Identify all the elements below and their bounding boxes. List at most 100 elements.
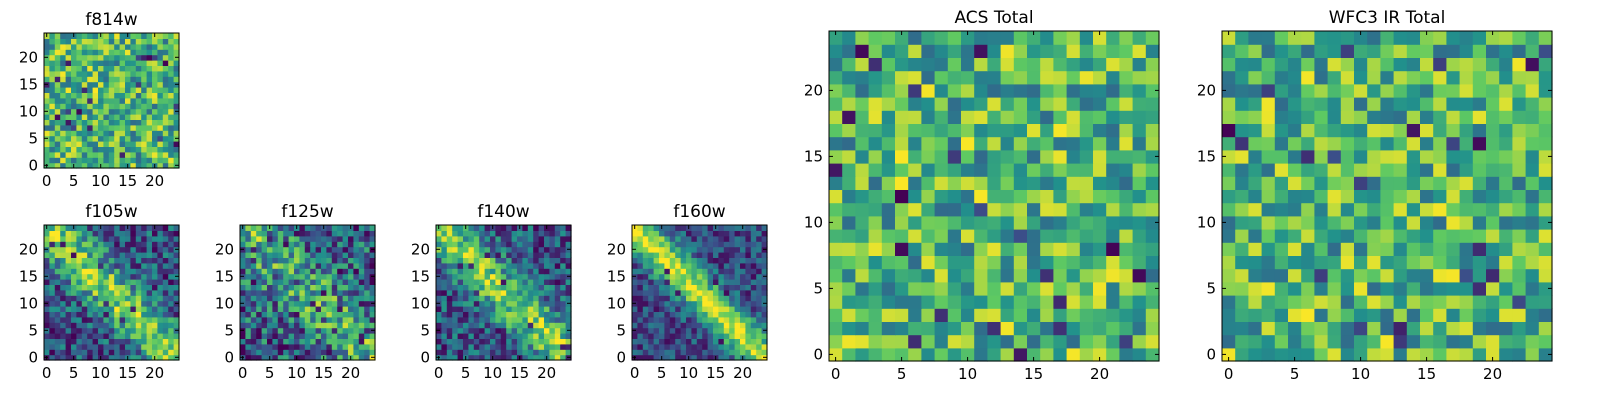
heatmap-cell	[908, 334, 922, 349]
heatmap-cell	[921, 189, 936, 204]
heatmap-cell	[71, 49, 77, 56]
heatmap-cell	[1406, 31, 1421, 45]
heatmap-cell	[1420, 83, 1434, 98]
heatmap-cell	[506, 252, 513, 258]
heatmap-cell	[1446, 268, 1461, 283]
heatmap-cell	[533, 262, 540, 269]
heatmap-cell	[65, 343, 72, 350]
heatmap-cell	[245, 268, 252, 275]
heatmap-cell	[538, 257, 545, 264]
heatmap-cell	[54, 135, 61, 142]
heatmap-cell	[369, 295, 376, 302]
heatmap-cell	[653, 327, 660, 334]
heatmap-cell	[1538, 321, 1553, 336]
heatmap-cell	[326, 349, 333, 356]
heatmap-cell	[554, 295, 561, 302]
heatmap-cell	[304, 354, 311, 361]
heatmap-cell	[81, 268, 88, 275]
heatmap-cell	[240, 338, 246, 345]
heatmap-cell	[1013, 308, 1028, 322]
heatmap-cell	[283, 257, 290, 264]
x-tick-label: 20	[733, 364, 752, 382]
heatmap-cell	[71, 108, 77, 115]
heatmap-cell	[881, 83, 896, 98]
heatmap-cell	[92, 241, 99, 248]
heatmap-cell	[756, 230, 763, 237]
heatmap-cell	[517, 273, 523, 280]
heatmap-cell	[71, 65, 77, 72]
heatmap-cell	[1538, 347, 1553, 362]
heatmap-cell	[81, 343, 88, 350]
heatmap-cell	[135, 327, 142, 334]
heatmap-cell	[157, 322, 164, 329]
heatmap-cell	[146, 43, 153, 50]
heatmap-cell	[895, 229, 909, 243]
heatmap-cell	[130, 262, 137, 269]
heatmap-cell	[103, 114, 110, 120]
heatmap-cell	[653, 300, 660, 307]
heatmap-cell	[1274, 70, 1289, 85]
heatmap-cell	[484, 225, 491, 231]
heatmap-cell	[146, 262, 153, 269]
heatmap-cell	[881, 215, 896, 230]
heatmap-cell	[315, 246, 322, 253]
heatmap-cell	[718, 268, 725, 275]
heatmap-cell	[81, 92, 88, 99]
heatmap-cell	[522, 268, 529, 275]
heatmap-cell	[468, 349, 475, 356]
heatmap-cell	[756, 306, 763, 312]
heatmap-cell	[44, 316, 50, 323]
heatmap-cell	[479, 225, 486, 231]
heatmap-cell	[114, 49, 121, 56]
heatmap-cell	[1248, 163, 1263, 177]
heatmap-cell	[87, 354, 94, 361]
heatmap-cell	[98, 257, 104, 264]
heatmap-cell	[637, 273, 644, 280]
heatmap-cell	[49, 151, 56, 158]
heatmap-cell	[729, 343, 736, 350]
heatmap-cell	[648, 225, 655, 231]
heatmap-cell	[337, 343, 344, 350]
heatmap-cell	[855, 70, 870, 85]
heatmap-cell	[1288, 255, 1302, 270]
heatmap-cell	[457, 354, 464, 361]
heatmap-cell	[315, 327, 322, 334]
heatmap-cell	[734, 268, 741, 275]
heatmap-cell	[484, 246, 491, 253]
heatmap-cell	[1393, 31, 1408, 45]
heatmap-cell	[648, 306, 655, 312]
heatmap-cell	[1261, 57, 1276, 72]
heatmap-cell	[1066, 136, 1081, 151]
heatmap-cell	[1040, 295, 1054, 309]
heatmap-cell	[54, 49, 61, 56]
heatmap-cell	[103, 295, 110, 302]
heatmap-cell	[565, 311, 572, 318]
heatmap-cell	[108, 124, 115, 131]
heatmap-cell	[463, 284, 469, 291]
x-tick-label: 5	[897, 365, 907, 383]
heatmap-cell	[549, 257, 556, 264]
y-tick-label: 15	[19, 75, 38, 93]
heatmap-cell	[364, 230, 371, 237]
heatmap-cell	[103, 124, 110, 131]
heatmap-cell	[479, 338, 486, 345]
heatmap-cell	[1222, 123, 1236, 138]
heatmap-cell	[484, 230, 491, 237]
heatmap-cell	[457, 246, 464, 253]
heatmap-cell	[1274, 229, 1289, 243]
heatmap-cell	[648, 311, 655, 318]
heatmap-cell	[245, 295, 252, 302]
heatmap-cell	[829, 295, 843, 309]
heatmap-cell	[718, 284, 725, 291]
heatmap-cell	[135, 49, 142, 56]
heatmap-cell	[934, 281, 949, 296]
heatmap-cell	[65, 225, 72, 231]
heatmap-cell	[130, 108, 137, 115]
heatmap-cell	[718, 333, 725, 339]
heatmap-cell	[92, 60, 99, 66]
heatmap-cell	[49, 230, 56, 237]
heatmap-cell	[1367, 242, 1381, 256]
heatmap-cell	[533, 230, 540, 237]
heatmap-cell	[358, 354, 365, 361]
heatmap-cell	[283, 300, 290, 307]
